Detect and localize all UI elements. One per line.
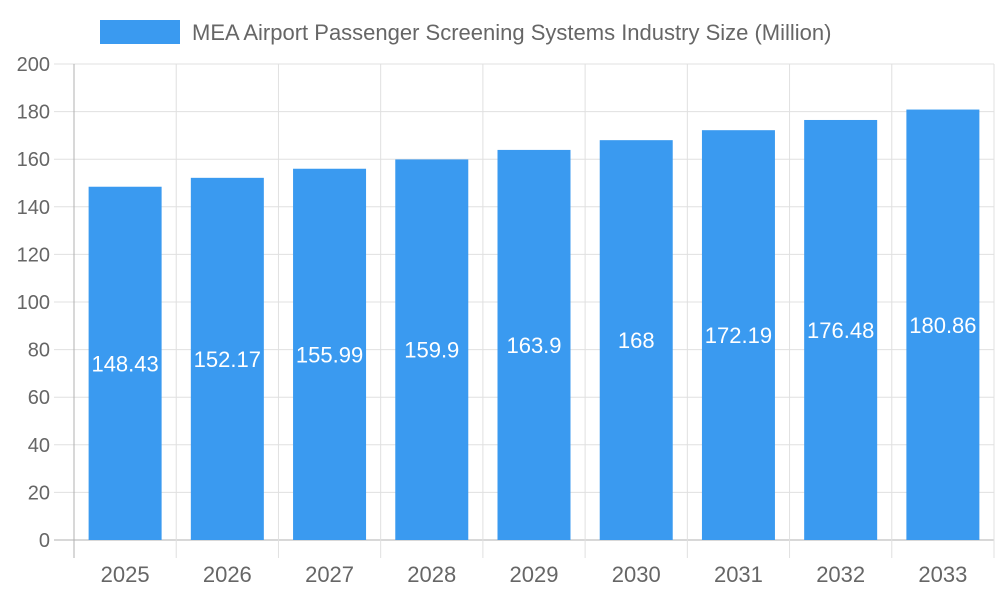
data-label: 176.48 — [807, 318, 874, 343]
y-tick-label: 40 — [28, 435, 50, 457]
bar — [88, 186, 162, 540]
x-tick-label: 2028 — [407, 562, 456, 587]
bar — [701, 130, 775, 540]
bar — [293, 168, 367, 540]
x-tick-label: 2031 — [714, 562, 763, 587]
y-tick-label: 0 — [39, 530, 50, 552]
y-tick-label: 20 — [28, 482, 50, 504]
bar — [497, 149, 571, 540]
y-tick-label: 80 — [28, 340, 50, 362]
x-tick-label: 2025 — [101, 562, 150, 587]
data-label: 172.19 — [705, 323, 772, 348]
y-tick-label: 200 — [17, 54, 50, 76]
y-tick-label: 60 — [28, 387, 50, 409]
y-tick-label: 100 — [17, 292, 50, 314]
data-label: 168 — [618, 328, 655, 353]
y-tick-label: 140 — [17, 197, 50, 219]
data-label: 180.86 — [909, 313, 976, 338]
bar — [395, 159, 469, 541]
x-tick-label: 2027 — [305, 562, 354, 587]
legend-label: MEA Airport Passenger Screening Systems … — [192, 20, 831, 45]
data-label: 155.99 — [296, 342, 363, 367]
x-tick-label: 2030 — [612, 562, 661, 587]
y-tick-label: 120 — [17, 244, 50, 266]
bar — [190, 177, 264, 541]
x-tick-label: 2032 — [816, 562, 865, 587]
y-tick-label: 160 — [17, 149, 50, 171]
data-label: 148.43 — [91, 351, 158, 376]
data-label: 159.9 — [404, 338, 459, 363]
data-label: 163.9 — [506, 333, 561, 358]
data-label: 152.17 — [194, 347, 261, 372]
x-tick-label: 2033 — [918, 562, 967, 587]
y-tick-label: 180 — [17, 102, 50, 124]
x-tick-label: 2026 — [203, 562, 252, 587]
bar — [599, 140, 673, 540]
bar — [804, 119, 878, 540]
bar — [906, 109, 980, 541]
x-tick-label: 2029 — [510, 562, 559, 587]
legend-swatch — [100, 20, 180, 44]
